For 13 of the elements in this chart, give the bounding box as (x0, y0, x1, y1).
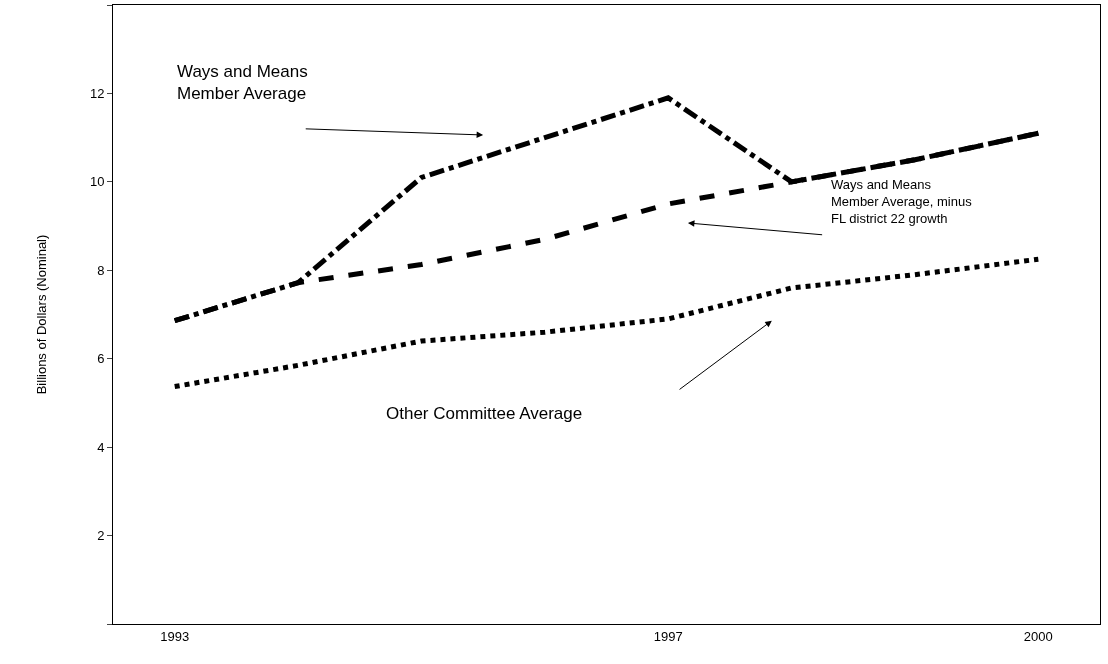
annotation: Ways and Means Member Average (177, 62, 308, 104)
y-tick-label: 2 (97, 528, 105, 544)
x-tick-label: 2000 (1023, 628, 1053, 644)
y-axis-title: Billions of Dollars (Nominal) (33, 234, 49, 395)
y-tick-label: 12 (89, 85, 105, 101)
y-tick-label: 10 (89, 174, 105, 190)
annotation: Other Committee Average (386, 404, 583, 423)
annotation: Ways and Means Member Average, minus FL district 22 growth (831, 177, 973, 226)
y-tick-label: 8 (97, 262, 105, 278)
x-tick-label: 1997 (653, 628, 683, 644)
y-tick-label: 4 (97, 439, 105, 455)
x-tick-label: 1993 (160, 628, 190, 644)
y-tick-label: 6 (97, 351, 105, 367)
